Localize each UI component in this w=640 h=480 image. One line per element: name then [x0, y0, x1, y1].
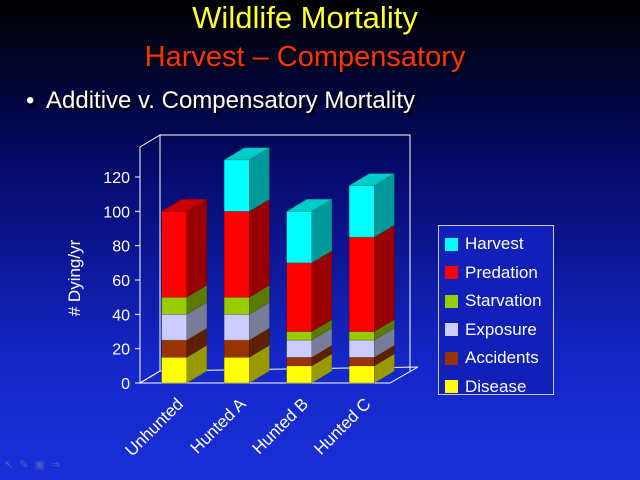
slideshow-toolbar[interactable]: ↖✎▣⇒ [4, 458, 66, 471]
bar-front [349, 331, 375, 341]
bar-segment [349, 327, 395, 358]
bar-segment [224, 327, 270, 358]
y-tick-label: 0 [121, 376, 130, 393]
legend-item: Accidents [445, 344, 553, 373]
bar-segment [349, 224, 395, 332]
y-tick-label: 120 [103, 170, 130, 187]
legend-label: Predation [465, 262, 538, 282]
legend-swatch [445, 380, 458, 394]
bar-segment [161, 344, 207, 384]
y-tick-label: 20 [112, 342, 130, 359]
y-tick-label: 100 [103, 204, 130, 221]
bar-front [349, 185, 375, 238]
y-tick-label: 80 [112, 239, 130, 256]
bar-front [349, 357, 375, 367]
bar-front [286, 262, 312, 332]
bar-front [161, 314, 187, 341]
legend-label: Starvation [465, 291, 542, 311]
bar-segment [286, 327, 332, 358]
x-tick-label: Hunted C [310, 394, 374, 458]
bar-top [223, 147, 271, 161]
bar-front [286, 211, 312, 264]
bar-front [349, 339, 375, 358]
bar-segment [160, 198, 208, 298]
next-icon[interactable]: ⇒ [50, 459, 67, 471]
bullet-point: • Additive v. Compensatory Mortality [26, 86, 415, 116]
bar-side [374, 224, 395, 332]
side-wall [139, 134, 161, 384]
legend-label: Harvest [465, 234, 524, 254]
x-tick-label: Hunted A [187, 394, 250, 457]
legend-item: Disease [445, 373, 553, 402]
legend-swatch [445, 266, 458, 280]
x-tick-label: Unhunted [122, 394, 188, 460]
legend-item: Exposure [445, 316, 553, 345]
bar-segment [161, 301, 207, 341]
legend-swatch [445, 294, 458, 308]
bar-segment [286, 250, 332, 332]
bar-top [285, 199, 333, 212]
legend-item: Starvation [445, 287, 553, 316]
x-tick-label: Hunted B [249, 394, 313, 458]
legend-swatch [445, 323, 458, 337]
bar-segment [224, 344, 270, 384]
slide-subtitle: Harvest – Compensatory [144, 41, 466, 73]
bar-front [286, 331, 312, 341]
legend-swatch [445, 351, 458, 365]
bar-segment [224, 198, 270, 298]
pen-icon[interactable]: ✎ [19, 459, 35, 471]
bar-side [311, 250, 332, 332]
bar-side [249, 198, 270, 298]
bar-front [224, 296, 250, 315]
y-axis: 0 20 40 60 80 100 120 [103, 147, 141, 393]
screen-icon[interactable]: ▣ [34, 459, 51, 471]
bullet-text: Additive v. Compensatory Mortality [46, 87, 416, 114]
chart-bars [160, 147, 396, 384]
bullet-dot: • [26, 87, 35, 114]
legend-item: Harvest [445, 230, 553, 259]
bar-front [161, 211, 187, 298]
bar-segment [223, 147, 271, 212]
slide-title: Wildlife Mortality [192, 0, 418, 35]
bar-front [161, 339, 187, 358]
bar-front [224, 357, 250, 384]
bar-front [286, 365, 312, 384]
y-axis-label: # Dying/yr [65, 239, 84, 316]
y-tick-label: 40 [112, 307, 130, 324]
bar-segment [348, 173, 396, 238]
y-tick-label: 60 [112, 273, 130, 290]
bar-front [224, 314, 250, 341]
bar-segment [224, 301, 270, 341]
pointer-icon[interactable]: ↖ [4, 459, 20, 471]
bar-front [224, 339, 250, 358]
bar-top [348, 173, 396, 186]
bar-front [286, 339, 312, 358]
bar-top [160, 199, 208, 212]
legend-label: Accidents [465, 348, 539, 368]
chart-legend: Harvest Predation Starvation Exposure Accide… [438, 225, 554, 396]
bar-side [186, 198, 207, 298]
bar-front [286, 357, 312, 367]
bar-segment [285, 198, 333, 264]
bar-segment [286, 353, 332, 384]
back-wall [160, 134, 411, 371]
bar-front [349, 365, 375, 384]
bar-front [161, 296, 187, 315]
bar-front [349, 236, 375, 332]
legend-swatch [445, 237, 458, 251]
bar-segment [161, 284, 207, 315]
legend-label: Disease [465, 376, 527, 396]
bar-front [161, 357, 187, 384]
legend-item: Predation [445, 259, 553, 288]
bar-front [224, 159, 250, 212]
legend-label: Exposure [465, 319, 537, 339]
bar-front [224, 211, 250, 298]
